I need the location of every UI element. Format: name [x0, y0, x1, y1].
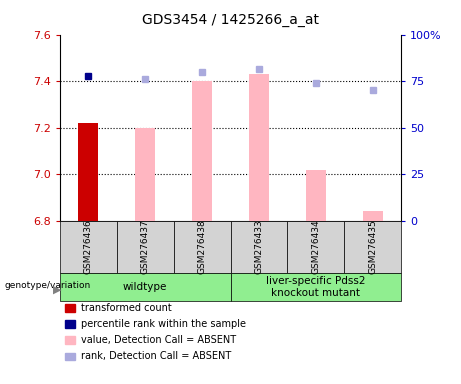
Bar — [249, 74, 269, 221]
Text: value, Detection Call = ABSENT: value, Detection Call = ABSENT — [81, 335, 236, 345]
Text: GSM276433: GSM276433 — [254, 219, 263, 274]
Text: percentile rank within the sample: percentile rank within the sample — [81, 319, 246, 329]
Text: liver-specific Pdss2
knockout mutant: liver-specific Pdss2 knockout mutant — [266, 276, 366, 298]
Text: GSM276434: GSM276434 — [311, 219, 320, 274]
Text: genotype/variation: genotype/variation — [5, 281, 91, 290]
Bar — [192, 81, 212, 221]
Text: GSM276438: GSM276438 — [198, 219, 207, 274]
Text: GSM276437: GSM276437 — [141, 219, 150, 274]
Text: GDS3454 / 1425266_a_at: GDS3454 / 1425266_a_at — [142, 13, 319, 27]
Bar — [306, 170, 326, 221]
Text: rank, Detection Call = ABSENT: rank, Detection Call = ABSENT — [81, 351, 231, 361]
Text: GSM276435: GSM276435 — [368, 219, 377, 274]
Bar — [363, 212, 383, 221]
Text: GSM276436: GSM276436 — [84, 219, 93, 274]
Bar — [135, 128, 155, 221]
Text: ▶: ▶ — [53, 285, 61, 295]
Text: wildtype: wildtype — [123, 282, 167, 292]
Text: transformed count: transformed count — [81, 303, 171, 313]
Bar — [78, 123, 98, 221]
